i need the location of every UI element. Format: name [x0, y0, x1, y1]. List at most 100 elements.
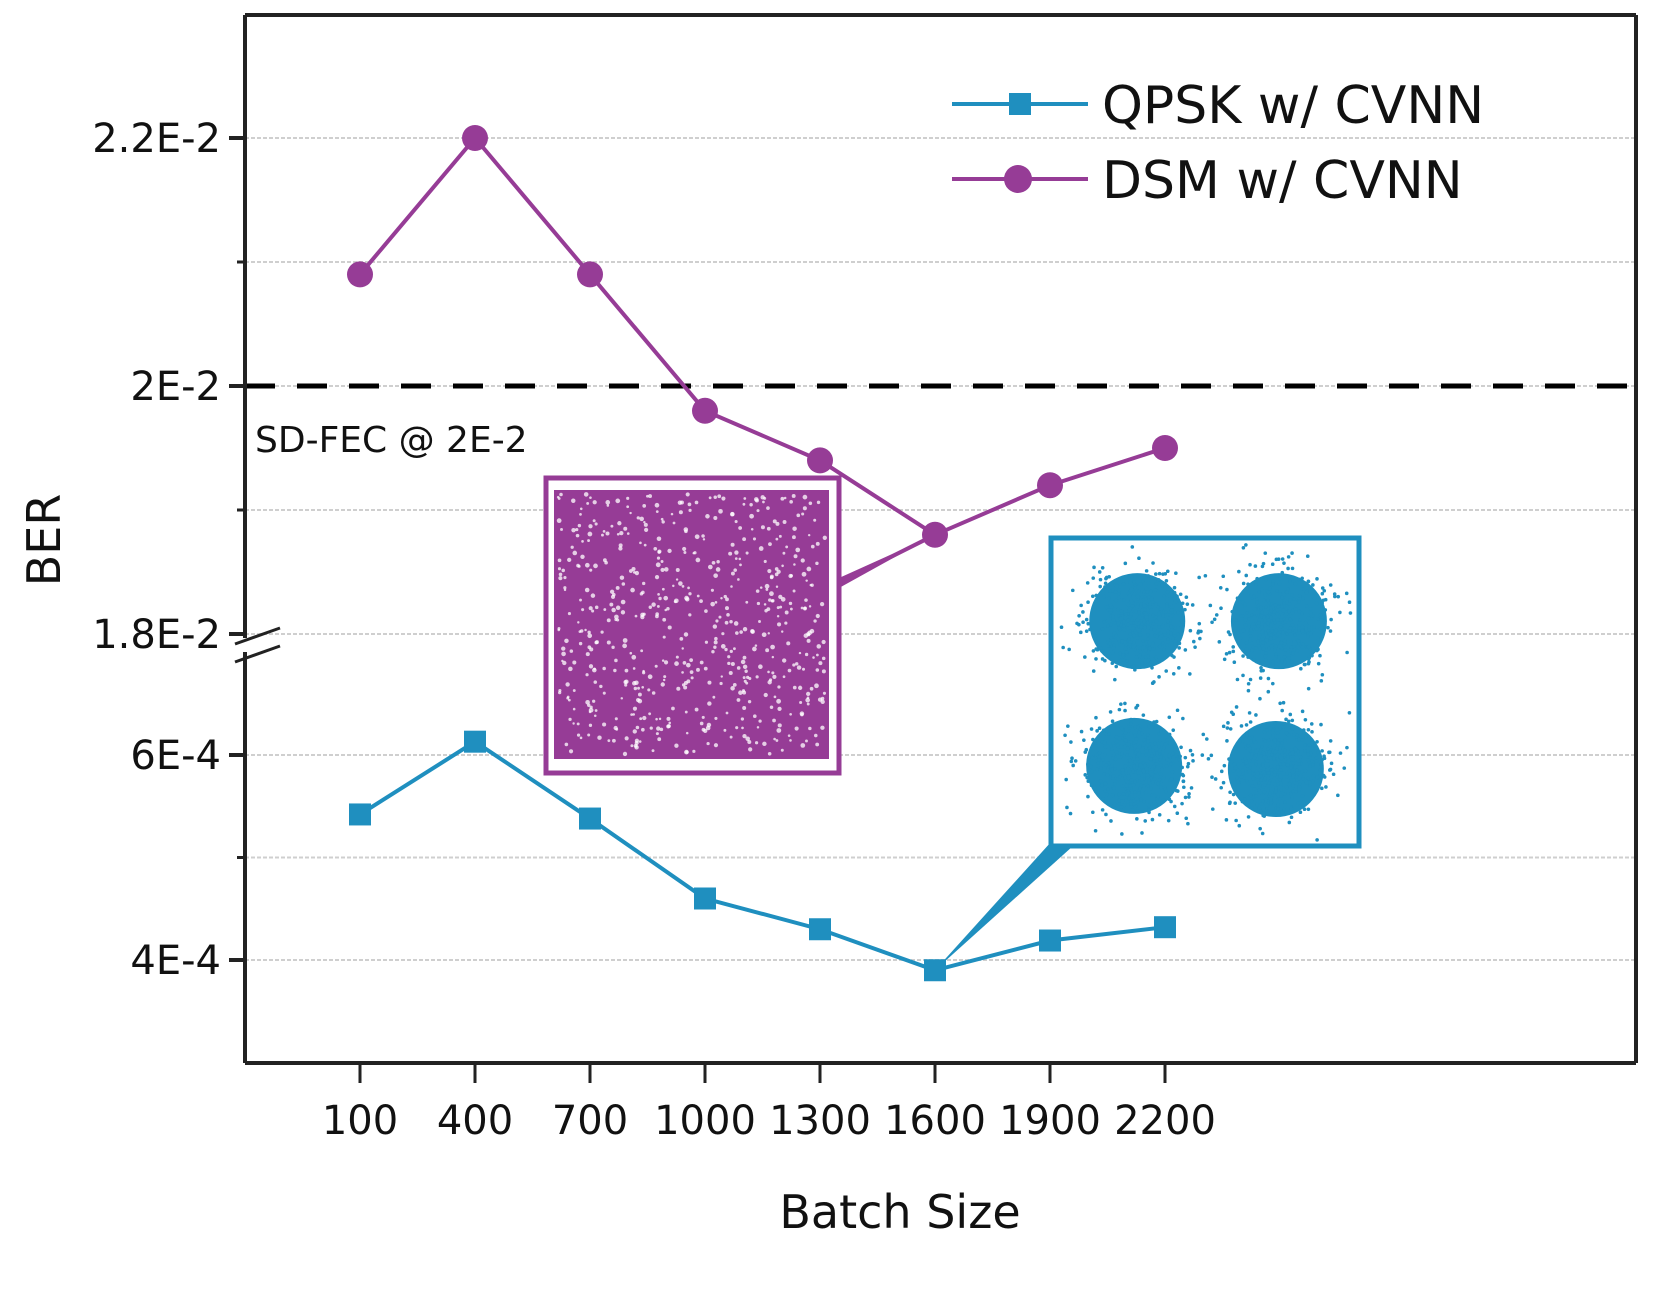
qpsk-point [1274, 786, 1278, 790]
speckle [803, 606, 807, 610]
qpsk-point [1280, 659, 1284, 663]
speckle [822, 535, 827, 540]
speckle [758, 620, 761, 623]
qpsk-point [1085, 775, 1089, 780]
qpsk-point [1173, 599, 1178, 604]
speckle [609, 589, 615, 594]
qpsk-point [1081, 610, 1085, 614]
speckle [567, 698, 571, 702]
qpsk-point [1250, 784, 1255, 788]
qpsk-point [1286, 719, 1291, 724]
speckle [622, 638, 628, 643]
qpsk-point [1177, 646, 1181, 650]
qpsk-point [1082, 738, 1086, 742]
qpsk-point [1090, 755, 1095, 760]
qpsk-point [1149, 596, 1154, 601]
qpsk-point [1184, 816, 1189, 821]
qpsk-point [1123, 640, 1127, 645]
qpsk-point [1126, 622, 1130, 627]
qpsk-point [1133, 609, 1138, 614]
qpsk-point [1280, 708, 1284, 713]
qpsk-point [1067, 647, 1071, 652]
qpsk-point [1241, 628, 1246, 633]
speckle [707, 680, 712, 685]
speckle [699, 721, 704, 726]
speckle [683, 551, 687, 554]
qpsk-point [1270, 562, 1275, 567]
speckle [766, 526, 771, 531]
speckle [736, 666, 741, 670]
qpsk-point [1255, 771, 1260, 776]
speckle [558, 690, 562, 695]
qpsk-point [1131, 645, 1136, 650]
speckle [632, 706, 638, 711]
qpsk-point [1133, 668, 1137, 672]
speckle [611, 607, 616, 613]
speckle [778, 534, 782, 538]
qpsk-point [1301, 777, 1305, 781]
qpsk-point [1272, 610, 1277, 614]
qpsk-point [1255, 802, 1259, 807]
speckle [789, 739, 792, 742]
qpsk-point [1285, 762, 1290, 767]
speckle [695, 557, 701, 563]
qpsk-point [1163, 571, 1168, 576]
qpsk-point [1154, 572, 1158, 576]
speckle [675, 655, 679, 659]
speckle [579, 507, 583, 511]
qpsk-point [1120, 768, 1125, 772]
qpsk-point [1169, 799, 1173, 804]
qpsk-point [1175, 594, 1179, 599]
qpsk-point [1078, 630, 1083, 635]
qpsk-point [1326, 625, 1330, 630]
data-point [807, 447, 833, 474]
speckle [569, 649, 574, 653]
speckle [576, 722, 580, 726]
qpsk-point [1304, 590, 1309, 595]
qpsk-point [1254, 749, 1259, 754]
qpsk-point [1293, 607, 1298, 611]
speckle [718, 509, 723, 514]
speckle [772, 519, 777, 524]
qpsk-point [1079, 603, 1083, 608]
qpsk-point [1123, 708, 1127, 713]
speckle [696, 594, 700, 598]
qpsk-point [1146, 784, 1150, 788]
qpsk-point [1197, 621, 1202, 626]
qpsk-point [1139, 783, 1143, 788]
speckle [754, 741, 759, 745]
speckle [658, 596, 662, 601]
speckle [618, 546, 623, 551]
qpsk-point [1348, 611, 1353, 615]
qpsk-point [1306, 776, 1310, 781]
qpsk-point [1093, 828, 1098, 833]
speckle [778, 594, 783, 600]
speckle [587, 633, 593, 639]
qpsk-point [1094, 593, 1099, 598]
speckle [735, 726, 739, 730]
qpsk-point [1283, 800, 1287, 804]
qpsk-point [1135, 817, 1139, 821]
qpsk-point [1303, 749, 1307, 753]
speckle [572, 660, 577, 665]
qpsk-point [1260, 610, 1264, 615]
qpsk-point [1269, 636, 1273, 641]
speckle [815, 561, 819, 566]
qpsk-point [1169, 624, 1173, 629]
qpsk-point [1284, 612, 1289, 616]
speckle [815, 541, 820, 546]
qpsk-point [1156, 577, 1161, 582]
speckle [655, 510, 659, 514]
qpsk-point [1102, 594, 1107, 599]
qpsk-point [1135, 703, 1140, 708]
speckle [724, 620, 729, 625]
speckle [805, 579, 808, 582]
qpsk-point [1159, 785, 1163, 790]
qpsk-point [1246, 582, 1250, 586]
qpsk-point [1282, 598, 1287, 603]
qpsk-point [1120, 799, 1125, 804]
qpsk-point [1254, 762, 1259, 767]
qpsk-point [1139, 777, 1144, 782]
qpsk-point [1169, 641, 1174, 645]
qpsk-point [1295, 648, 1300, 653]
